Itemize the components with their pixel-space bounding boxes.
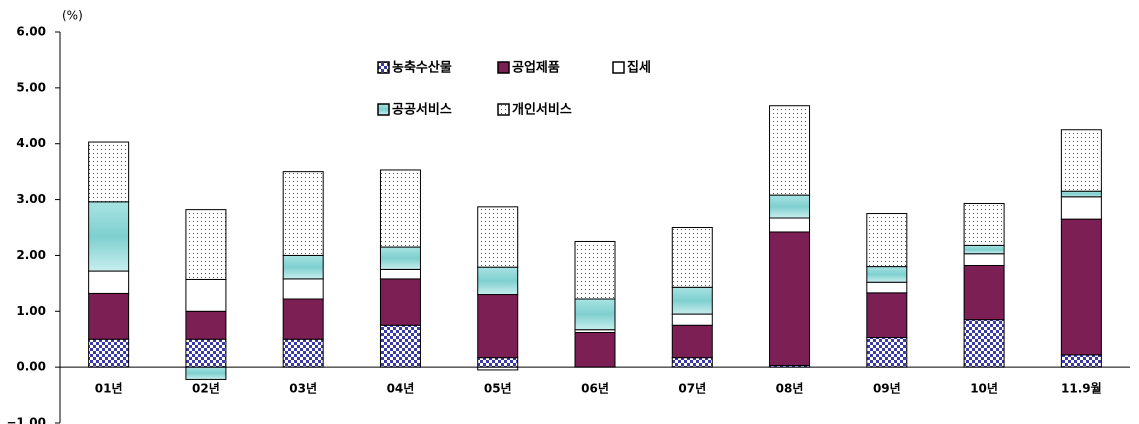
bar-segment: [88, 338, 130, 368]
bar-segment: [671, 313, 713, 326]
bar-segment: [1060, 354, 1102, 368]
bar-segment: [769, 194, 811, 219]
x-tick-label: 03년: [289, 382, 317, 396]
x-tick-label: 09년: [873, 382, 901, 396]
bar-segment: [185, 209, 227, 280]
x-tick-label: 06년: [581, 382, 609, 396]
x-tick-label: 05년: [484, 382, 512, 396]
bar-segment: [866, 213, 908, 268]
legend-swatch: [497, 61, 510, 74]
bar-segment: [866, 337, 908, 368]
bar-segment: [1060, 129, 1102, 192]
bar-segment: [963, 264, 1005, 321]
x-tick-label: 01년: [95, 382, 123, 396]
bar-segment: [963, 253, 1005, 266]
legend-swatch: [612, 61, 625, 74]
bar-segment: [574, 240, 616, 300]
bar-segment: [282, 298, 324, 340]
bar-segment: [1060, 196, 1102, 220]
bar-segment: [185, 366, 227, 380]
legend-label: 집세: [627, 61, 651, 76]
bar-segment: [185, 338, 227, 368]
legend-label: 농축수산물: [392, 60, 452, 76]
bar-segment: [1060, 218, 1102, 356]
bar-segment: [477, 357, 519, 368]
legend-swatch: [377, 103, 390, 116]
bar-segment: [963, 244, 1005, 255]
x-tick-label: 04년: [387, 382, 415, 396]
bar-segment: [477, 266, 519, 296]
bar-segment: [379, 324, 421, 368]
y-tick-label: 1.00: [16, 304, 46, 318]
bar-segment: [574, 332, 616, 368]
bar-segment: [185, 310, 227, 340]
x-tick-label: 08년: [776, 382, 804, 396]
bar-segment: [477, 294, 519, 359]
bar-segment: [574, 298, 616, 331]
y-tick-label: −1.00: [6, 416, 46, 424]
bar-segment: [769, 217, 811, 233]
bar-segment: [1060, 190, 1102, 198]
bar-segment: [671, 324, 713, 359]
bar-segment: [671, 227, 713, 288]
bar-segment: [379, 246, 421, 270]
legend-label: 개인서비스: [512, 102, 572, 118]
bar-segment: [282, 171, 324, 256]
bar-segment: [963, 319, 1005, 368]
bar-segment: [671, 357, 713, 368]
bar-segment: [866, 281, 908, 294]
bar-segment: [185, 278, 227, 312]
bar-segment: [671, 286, 713, 315]
bar-segment: [379, 169, 421, 248]
y-tick-label: 2.00: [16, 248, 46, 262]
bar-segment: [477, 206, 519, 268]
bar-segment: [769, 105, 811, 196]
bar-segment: [379, 268, 421, 280]
bar-segment: [88, 141, 130, 203]
y-tick-label: 5.00: [16, 80, 46, 94]
bar-segment: [282, 278, 324, 300]
x-tick-label: 11.9월: [1061, 381, 1102, 396]
bar-segment: [282, 338, 324, 368]
y-tick-label: 6.00: [16, 25, 46, 39]
bar-segment: [88, 270, 130, 294]
legend-swatch: [377, 61, 390, 74]
bar-segment: [769, 231, 811, 366]
bar-segment: [963, 202, 1005, 246]
legend-swatch: [497, 103, 510, 116]
y-tick-label: 0.00: [16, 360, 46, 374]
bar-segment: [282, 254, 324, 280]
x-tick-label: 02년: [192, 382, 220, 396]
x-tick-label: 10년: [970, 382, 998, 396]
x-tick-label: 07년: [678, 382, 706, 396]
bar-segment: [88, 292, 130, 340]
bar-segment: [866, 292, 908, 339]
bar-segment: [866, 266, 908, 283]
legend-label: 공업제품: [512, 61, 560, 76]
bar-segment: [379, 278, 421, 326]
y-tick-label: 4.00: [16, 136, 46, 150]
bar-segment: [88, 201, 130, 272]
y-tick-label: 3.00: [16, 192, 46, 206]
y-axis-label: (%): [62, 9, 83, 23]
legend-label: 공공서비스: [392, 103, 452, 118]
